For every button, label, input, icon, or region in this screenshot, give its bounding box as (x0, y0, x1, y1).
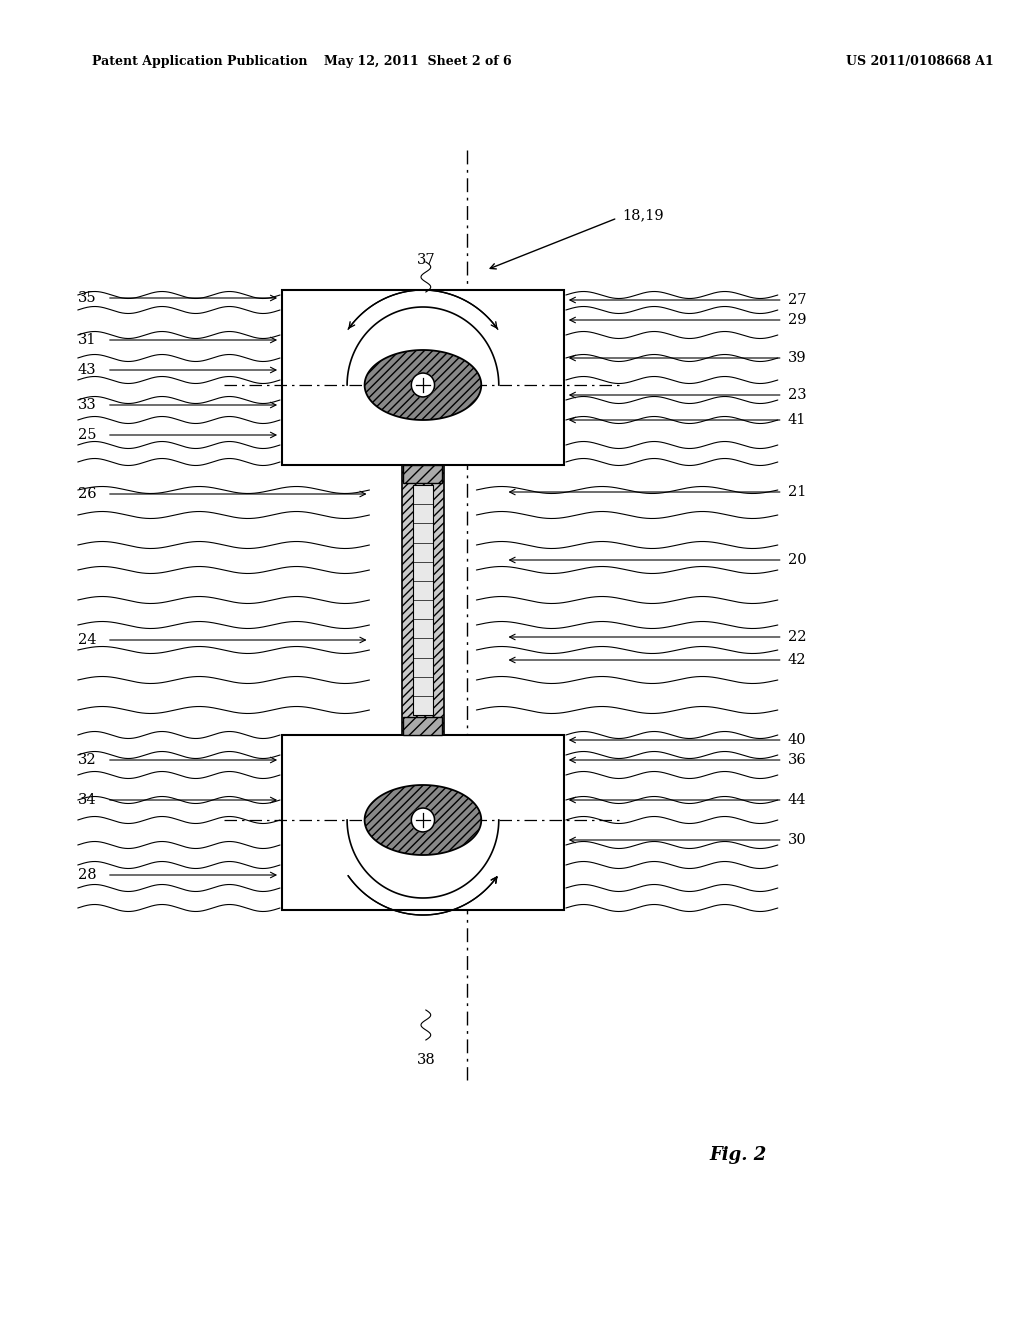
Circle shape (412, 374, 434, 397)
Text: 29: 29 (787, 313, 806, 327)
Text: 18,19: 18,19 (623, 209, 664, 222)
Text: 42: 42 (787, 653, 806, 667)
Text: 34: 34 (78, 793, 96, 807)
Text: 35: 35 (78, 290, 96, 305)
Bar (401, 465, 444, 735)
Text: 36: 36 (787, 752, 806, 767)
Bar (282, 735, 564, 909)
Text: 38: 38 (417, 1053, 435, 1067)
Text: 40: 40 (787, 733, 806, 747)
Circle shape (412, 808, 434, 832)
Text: 28: 28 (78, 869, 96, 882)
Text: May 12, 2011  Sheet 2 of 6: May 12, 2011 Sheet 2 of 6 (325, 55, 512, 69)
Text: 22: 22 (787, 630, 806, 644)
Bar (403, 465, 442, 483)
Bar (414, 484, 433, 715)
Text: 39: 39 (787, 351, 806, 366)
Polygon shape (365, 785, 481, 855)
Text: 26: 26 (78, 487, 96, 502)
Text: US 2011/0108668 A1: US 2011/0108668 A1 (846, 55, 993, 69)
Polygon shape (365, 350, 481, 420)
Bar (403, 717, 442, 735)
Text: 33: 33 (78, 399, 96, 412)
Text: 20: 20 (787, 553, 806, 568)
Text: 27: 27 (787, 293, 806, 308)
Text: 25: 25 (78, 428, 96, 442)
Text: 24: 24 (78, 634, 96, 647)
Text: 31: 31 (78, 333, 96, 347)
Text: Fig. 2: Fig. 2 (710, 1146, 767, 1164)
Text: 43: 43 (78, 363, 96, 378)
Text: 32: 32 (78, 752, 96, 767)
Bar (282, 290, 564, 465)
Text: 23: 23 (787, 388, 806, 403)
Text: 30: 30 (787, 833, 806, 847)
Text: 44: 44 (787, 793, 806, 807)
Text: 37: 37 (417, 253, 435, 267)
Text: Patent Application Publication: Patent Application Publication (92, 55, 308, 69)
Text: 21: 21 (787, 484, 806, 499)
Text: 41: 41 (787, 413, 806, 426)
